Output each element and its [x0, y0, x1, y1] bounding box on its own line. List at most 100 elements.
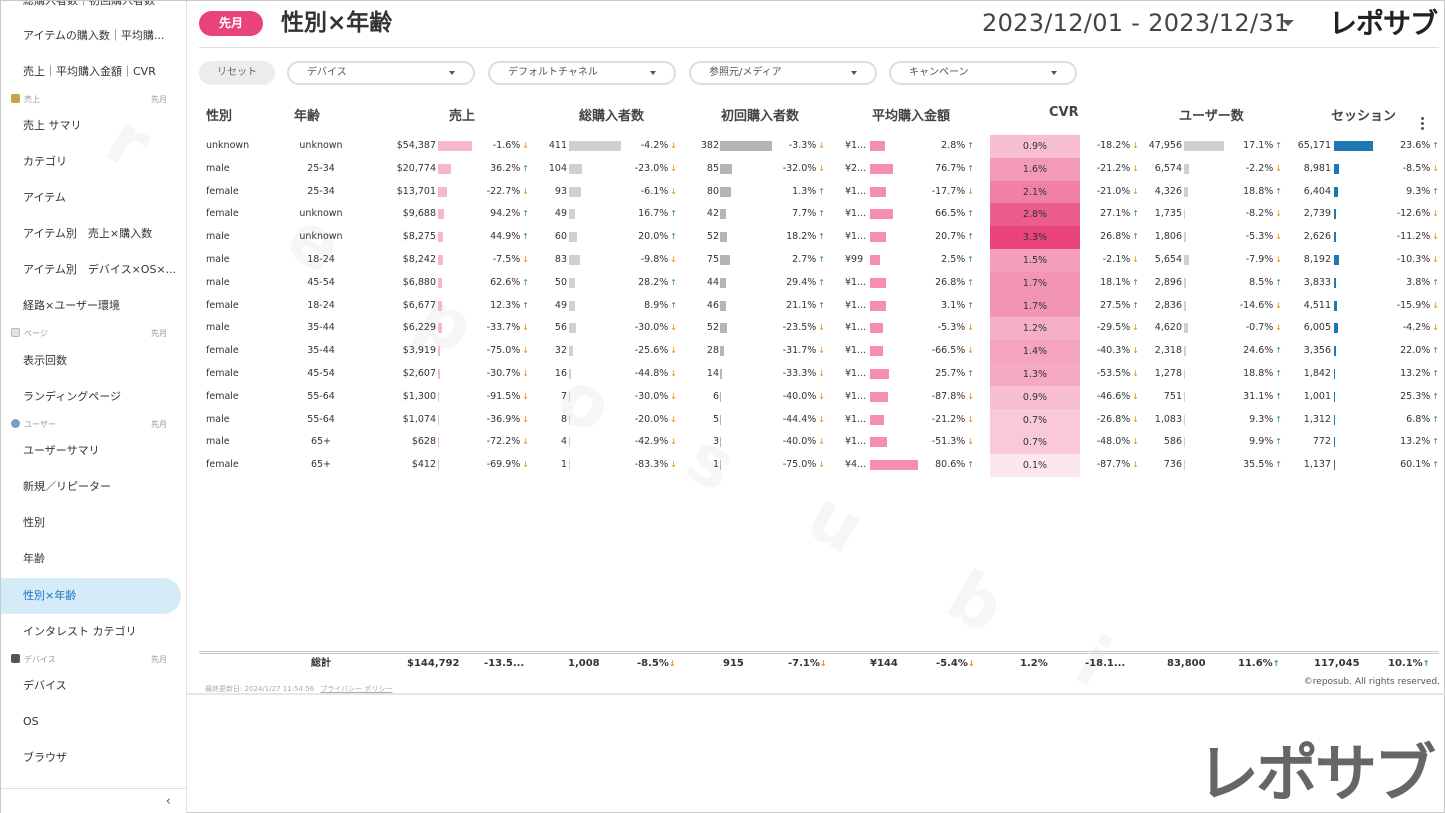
users-bar [1184, 300, 1187, 311]
sidebar-item-route-env[interactable]: 経路×ユーザー環境 [23, 299, 120, 312]
arrow-down-icon: ↓ [670, 369, 677, 378]
cell-avg: ¥1... [845, 140, 867, 151]
caret-down-icon [449, 71, 455, 75]
total-sessions-delta: 10.1%↑ [1388, 658, 1429, 670]
total-users-delta: 11.6%↑ [1238, 658, 1279, 670]
avg-amount-bar [870, 369, 890, 379]
table-row[interactable]: male 55-64 $1,074 -36.9% ↓ 8 -20.0% ↓ 5 -44.4% ↓ ¥1… [199, 408, 1439, 432]
cell-avg: ¥1... [845, 436, 867, 448]
sidebar-item-item[interactable]: アイテム [23, 191, 66, 204]
table-row[interactable]: male 35-44 $6,229 -33.7% ↓ 56 -30.0% ↓ 52 -23.5% ↓… [199, 317, 1439, 341]
sidebar-item-sales-summary[interactable]: 売上 サマリ [23, 119, 82, 132]
privacy-policy-link[interactable]: プライバシー ポリシー [320, 685, 393, 693]
total-first: 915 [723, 658, 744, 669]
table-row[interactable]: female unknown $9,688 94.2% ↑ 49 16.7% ↑ 42 7.7% ↑… [199, 203, 1439, 227]
avg_d-delta: 3.1% ↑ [924, 295, 974, 317]
cell-gender: unknown [206, 140, 250, 151]
period-badge[interactable]: 先月 [199, 11, 263, 36]
caret-down-icon[interactable] [1282, 20, 1294, 26]
cell-users: 1,083 [1154, 413, 1182, 425]
header-sessions[interactable]: セッション [1331, 109, 1397, 124]
header-buyers[interactable]: 総購入者数 [579, 109, 645, 124]
table-row[interactable]: male 65+ $628 -72.2% ↓ 4 -42.9% ↓ 3 -40.0% ↓ ¥1... -… [199, 431, 1439, 455]
cell-buyers: 411 [548, 140, 567, 151]
table-row[interactable]: male 25-34 $20,774 36.2% ↑ 104 -23.0% ↓ 85 -32.0%… [199, 157, 1439, 181]
delta-value: -40.0% [782, 436, 817, 448]
sidebar-item-item-sales-purchases[interactable]: アイテム別 売上×購入数 [23, 227, 153, 240]
delta-value: 60.1% [1400, 459, 1431, 471]
arrow-down-icon: ↓ [818, 460, 825, 470]
first-buyers-bar [720, 437, 721, 448]
more-vert-icon[interactable] [1419, 117, 1425, 131]
users_d-delta: 31.1% ↑ [1224, 386, 1282, 408]
cvr_d-delta: -46.6% ↓ [1079, 386, 1139, 408]
table-row[interactable]: male 18-24 $8,242 -7.5% ↓ 83 -9.8% ↓ 75 2.7% ↑ ¥99 2… [199, 249, 1439, 272]
first_d-delta: 2.7% ↑ [767, 249, 825, 271]
cell-buyers: 83 [554, 254, 567, 265]
sidebar-item-device[interactable]: デバイス [23, 679, 67, 692]
section-label: デバイス [24, 655, 56, 664]
table-row[interactable]: female 55-64 $1,300 -91.5% ↓ 7 -30.0% ↓ 6 -40.0% ↓… [199, 385, 1439, 409]
page-icon [11, 328, 20, 337]
table-row[interactable]: female 65+ $412 -69.9% ↓ 1 -83.3% ↓ 1 -75.0% ↓ ¥4..… [199, 454, 1439, 478]
sidebar-item-os[interactable]: OS [23, 715, 39, 728]
table-row[interactable]: female 35-44 $3,919 -75.0% ↓ 32 -25.6% ↓ 28 -31.7… [199, 340, 1439, 364]
table-row[interactable]: male unknown $8,275 44.9% ↑ 60 20.0% ↑ 52 18.2% ↑ ¥… [199, 226, 1439, 250]
table-row[interactable]: male 45-54 $6,880 62.6% ↑ 50 28.2% ↑ 44 29.4% ↑ ¥1.… [199, 271, 1439, 295]
cell-first: 75 [706, 254, 719, 265]
sidebar-section-page: ページ 先月 [11, 327, 171, 341]
header-age[interactable]: 年齢 [294, 109, 321, 124]
channel-filter[interactable]: デフォルトチャネル [488, 61, 676, 85]
table-row[interactable]: female 45-54 $2,607 -30.7% ↓ 16 -44.8% ↓ 14 -33.3… [199, 363, 1439, 386]
source-filter[interactable]: 参照元/メディア [689, 61, 877, 85]
first_d-delta: 21.1% ↑ [767, 295, 825, 317]
sidebar-item-pageviews[interactable]: 表示回数 [23, 354, 67, 367]
header-first-buyers[interactable]: 初回購入者数 [721, 109, 800, 124]
sidebar-item-gender[interactable]: 性別 [23, 516, 45, 529]
sidebar-item-new-repeater[interactable]: 新規／リピーター [23, 480, 111, 493]
header-users[interactable]: ユーザー数 [1179, 109, 1244, 124]
sidebar-item-category[interactable]: カテゴリ [23, 155, 67, 168]
header-avg-amount[interactable]: 平均購入金額 [872, 109, 951, 124]
sidebar-item-item-purchases[interactable]: アイテムの購入数｜平均購... [23, 29, 165, 42]
cell-gender: male [206, 254, 230, 265]
sidebar-item-item-device-os[interactable]: アイテム別 デバイス×OS×... [23, 263, 177, 276]
sessions-bar [1334, 437, 1335, 448]
sidebar-item-interest[interactable]: インタレスト カテゴリ [23, 625, 137, 638]
cell-avg: ¥1... [845, 413, 867, 425]
cell-users: 5,654 [1154, 254, 1182, 265]
sidebar-item-landing-page[interactable]: ランディングページ [23, 390, 122, 403]
cell-first: 5 [712, 413, 719, 425]
buyers_d-delta: -44.8% ↓ [619, 363, 677, 385]
header-gender[interactable]: 性別 [206, 109, 233, 124]
sidebar-item-buyers[interactable]: 総購入者数｜初回購入者数 [1, 1, 181, 19]
cell-avg: ¥99 [845, 254, 864, 265]
date-range[interactable]: 2023/12/01 - 2023/12/31 [982, 9, 1290, 37]
delta-value: -29.5% [1096, 322, 1131, 334]
arrow-up-icon: ↑ [670, 277, 677, 287]
header-cvr[interactable]: CVR [1049, 105, 1079, 120]
table-row[interactable]: female 25-34 $13,701 -22.7% ↓ 93 -6.1% ↓ 80 1.3% ↑… [199, 180, 1439, 204]
delta-value: 9.3% [1406, 185, 1431, 197]
reset-button[interactable]: リセット [199, 61, 275, 85]
sidebar-item-age[interactable]: 年齢 [23, 552, 45, 565]
device-filter[interactable]: デバイス [287, 61, 475, 85]
sidebar-item-sales-cvr[interactable]: 売上｜平均購入金額｜CVR [23, 65, 156, 78]
cell-gender: female [206, 368, 239, 379]
campaign-filter[interactable]: キャンペーン [889, 61, 1077, 85]
sidebar-item-gender-age[interactable]: 性別×年齢 [1, 578, 181, 614]
arrow-up-icon: ↑ [818, 300, 825, 310]
table-row[interactable]: female 18-24 $6,677 12.3% ↑ 49 8.9% ↑ 46 21.1% ↑ ¥1… [199, 294, 1439, 318]
table-row[interactable]: unknown unknown $54,387 -1.6% ↓ 411 -4.2% ↓ 382-… [199, 135, 1439, 158]
total-first-delta: -7.1%↓ [788, 658, 827, 670]
chevron-left-icon: ‹ [165, 794, 171, 809]
header-sales[interactable]: 売上 [449, 109, 476, 124]
delta-value: -48.0% [1096, 436, 1131, 448]
arrow-up-icon: ↑ [1275, 460, 1282, 470]
cell-age: 45-54 [307, 276, 335, 288]
cell-sessions: 65,171 [1297, 140, 1331, 151]
sidebar-item-browser[interactable]: ブラウザ [23, 751, 67, 764]
sidebar-collapse-button[interactable]: ‹ [1, 788, 186, 813]
delta-value: 20.0% [638, 231, 669, 243]
sidebar-item-user-summary[interactable]: ユーザーサマリ [23, 444, 100, 457]
